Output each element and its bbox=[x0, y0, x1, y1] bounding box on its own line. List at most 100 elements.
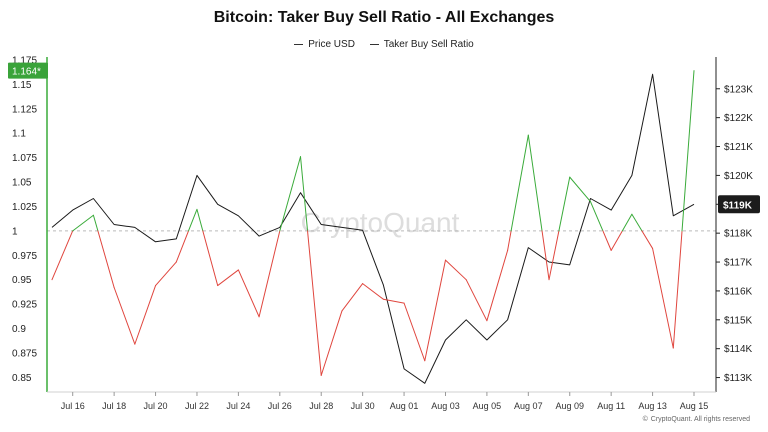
ratio-line-segment bbox=[362, 283, 384, 300]
chart-title: Bitcoin: Taker Buy Sell Ratio - All Exch… bbox=[213, 9, 555, 26]
label-layer: 1.164* $119K bbox=[8, 62, 760, 214]
ratio-line-segment bbox=[424, 259, 446, 362]
ratio-line-segment bbox=[510, 134, 529, 232]
ratio-line-segment bbox=[307, 230, 322, 376]
x-tick-label: Jul 28 bbox=[309, 401, 333, 411]
ratio-line-segment bbox=[237, 269, 260, 318]
ratio-line-segment bbox=[681, 70, 695, 232]
x-tick-label: Jul 26 bbox=[268, 401, 292, 411]
right-tick-label: $118K bbox=[724, 229, 753, 240]
left-tick-label: 1.05 bbox=[12, 178, 32, 189]
x-tick-label: Jul 20 bbox=[144, 401, 168, 411]
ratio-line-segment bbox=[403, 302, 426, 362]
price-current-badge bbox=[718, 195, 760, 214]
x-tick-label: Aug 15 bbox=[680, 401, 709, 411]
ratio-line-segment bbox=[610, 230, 623, 251]
right-tick-label: $115K bbox=[724, 315, 753, 326]
ratio-line-segment bbox=[72, 214, 94, 232]
x-tick-label: Jul 16 bbox=[61, 401, 85, 411]
right-tick-label: $114K bbox=[724, 344, 753, 355]
ratio-line-segment bbox=[155, 261, 177, 287]
ratio-line-segment bbox=[51, 230, 74, 281]
ratio-line-segment bbox=[527, 134, 543, 232]
x-tick-label: Jul 30 bbox=[351, 401, 375, 411]
x-tick-label: Jul 22 bbox=[185, 401, 209, 411]
ratio-line-segment bbox=[548, 230, 560, 281]
ratio-line-segment bbox=[641, 230, 654, 249]
ratio-current-label: 1.164* bbox=[12, 67, 41, 78]
legend-item-ratio[interactable]: Taker Buy Sell Ratio bbox=[369, 39, 474, 50]
x-tick-label: Aug 01 bbox=[390, 401, 419, 411]
x-tick-label: Aug 13 bbox=[638, 401, 667, 411]
left-tick-label: 1.15 bbox=[12, 80, 32, 91]
chart-legend: Price USD Taker Buy Sell Ratio bbox=[0, 37, 768, 50]
ratio-line-segment bbox=[507, 230, 512, 251]
price-current-label: $119K bbox=[723, 200, 753, 211]
ratio-line-segment bbox=[113, 286, 136, 345]
ratio-line-segment bbox=[558, 176, 571, 232]
copyright-icon: © bbox=[642, 416, 648, 423]
watermark: CryptoQuant bbox=[301, 207, 460, 238]
legend-label-price: Price USD bbox=[308, 39, 355, 50]
footer-text: CryptoQuant. All rights reserved bbox=[650, 416, 750, 423]
x-tick-label: Aug 03 bbox=[431, 401, 460, 411]
ratio-line-segment bbox=[97, 230, 115, 288]
legend-item-price[interactable]: Price USD bbox=[294, 39, 355, 50]
ratio-line-segment bbox=[92, 214, 99, 232]
left-tick-label: 0.975 bbox=[12, 251, 37, 262]
x-tick-label: Aug 11 bbox=[597, 401, 625, 411]
ratio-line-segment bbox=[672, 230, 683, 349]
ratio-line-segment bbox=[175, 230, 190, 263]
ratio-line-segment bbox=[202, 230, 219, 287]
legend-swatch-price bbox=[294, 44, 304, 45]
left-tick-label: 0.925 bbox=[12, 300, 37, 311]
footer-copyright: © CryptoQuant. All rights reserved bbox=[643, 416, 750, 423]
price-usd-line bbox=[51, 73, 695, 384]
x-tick-label: Aug 09 bbox=[555, 401, 584, 411]
left-tick-label: 1 bbox=[12, 226, 18, 237]
left-tick-label: 1.075 bbox=[12, 153, 37, 164]
x-tick-label: Aug 07 bbox=[514, 401, 543, 411]
ratio-line-segment bbox=[196, 208, 204, 232]
left-tick-label: 0.85 bbox=[12, 373, 32, 384]
x-tick-label: Jul 18 bbox=[102, 401, 126, 411]
ratio-line-segment bbox=[465, 279, 488, 322]
x-tick-label: Aug 05 bbox=[473, 401, 502, 411]
ratio-line-segment bbox=[341, 283, 364, 312]
ratio-line-segment bbox=[486, 249, 509, 322]
ratio-line-segment bbox=[621, 213, 633, 232]
left-tick-label: 0.9 bbox=[12, 324, 26, 335]
ratio-current-badge bbox=[8, 62, 48, 79]
right-tick-label: $116K bbox=[724, 286, 753, 297]
legend-swatch-ratio bbox=[369, 44, 379, 45]
ratio-line-segment bbox=[134, 285, 157, 345]
x-tick-label: Jul 24 bbox=[226, 401, 250, 411]
ratio-line-segment bbox=[602, 230, 612, 251]
legend-label-ratio: Taker Buy Sell Ratio bbox=[383, 39, 474, 50]
ratio-line-segment bbox=[279, 156, 302, 232]
ratio-line-segment bbox=[589, 201, 604, 232]
left-tick-label: 1.1 bbox=[12, 129, 26, 140]
left-tick-label: 1.025 bbox=[12, 202, 37, 213]
left-tick-label: 1.125 bbox=[12, 104, 37, 115]
ratio-line-segment bbox=[217, 269, 239, 287]
ratio-line-segment bbox=[444, 259, 467, 281]
axis-layer: 0.85 0.875 0.9 0.925 0.95 0.975 1 1.025 1.05 1.07… bbox=[12, 55, 753, 411]
ratio-line-segment bbox=[652, 247, 674, 349]
right-tick-label: $121K bbox=[724, 142, 753, 153]
ratio-line-segment bbox=[188, 208, 198, 232]
left-tick-label: 0.95 bbox=[12, 275, 32, 286]
ratio-line-segment bbox=[569, 176, 591, 203]
ratio-line-segment bbox=[382, 298, 405, 304]
right-tick-label: $120K bbox=[724, 171, 753, 182]
left-tick-label: 0.875 bbox=[12, 348, 37, 359]
right-tick-label: $117K bbox=[724, 258, 753, 269]
right-tick-label: $123K bbox=[724, 84, 753, 95]
left-tick-label: 1.175 bbox=[12, 55, 37, 66]
ratio-line-segment bbox=[631, 213, 643, 232]
ratio-line-segment bbox=[300, 156, 309, 232]
ratio-line-segment bbox=[320, 310, 343, 376]
right-tick-label: $113K bbox=[724, 373, 753, 384]
ratio-line-segment bbox=[541, 230, 550, 281]
